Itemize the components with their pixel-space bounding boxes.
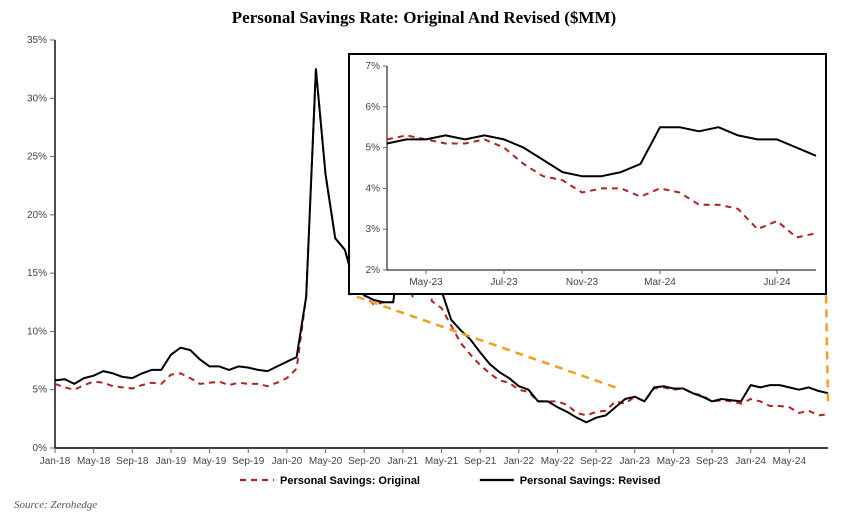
svg-text:5%: 5%: [366, 143, 381, 154]
source-text: Source: Zerohedge: [14, 499, 97, 511]
svg-text:Jul-24: Jul-24: [763, 277, 791, 288]
svg-text:May-23: May-23: [409, 277, 443, 288]
svg-text:May-19: May-19: [193, 456, 227, 467]
svg-text:4%: 4%: [366, 183, 381, 194]
svg-text:May-21: May-21: [425, 456, 459, 467]
svg-text:May-24: May-24: [773, 456, 807, 467]
svg-text:Personal Savings: Original: Personal Savings: Original: [280, 475, 420, 487]
svg-text:Jan-21: Jan-21: [388, 456, 419, 467]
svg-text:May-20: May-20: [309, 456, 343, 467]
svg-text:Jul-23: Jul-23: [490, 277, 518, 288]
svg-text:2%: 2%: [366, 265, 381, 276]
svg-text:10%: 10%: [27, 326, 47, 337]
svg-text:35%: 35%: [27, 35, 47, 46]
svg-text:0%: 0%: [33, 443, 48, 454]
svg-text:Jan-24: Jan-24: [735, 456, 766, 467]
svg-text:Jan-19: Jan-19: [156, 456, 187, 467]
svg-text:May-18: May-18: [77, 456, 111, 467]
svg-text:Sep-23: Sep-23: [696, 456, 729, 467]
svg-text:Sep-19: Sep-19: [232, 456, 265, 467]
svg-text:30%: 30%: [27, 93, 47, 104]
svg-text:Nov-23: Nov-23: [566, 277, 599, 288]
svg-text:5%: 5%: [33, 385, 48, 396]
chart-svg: 0% 5% 10% 15% 20% 25% 30% 35% Jan-18 May-18 Sep-18…: [0, 0, 848, 517]
svg-text:20%: 20%: [27, 210, 47, 221]
svg-text:7%: 7%: [366, 61, 381, 72]
svg-text:Personal Savings: Revised: Personal Savings: Revised: [520, 475, 661, 487]
svg-text:Jan-22: Jan-22: [504, 456, 535, 467]
svg-text:Sep-22: Sep-22: [580, 456, 613, 467]
svg-text:Sep-20: Sep-20: [348, 456, 381, 467]
svg-text:Mar-24: Mar-24: [644, 277, 676, 288]
svg-text:6%: 6%: [366, 102, 381, 113]
svg-text:Sep-18: Sep-18: [116, 456, 149, 467]
svg-text:25%: 25%: [27, 152, 47, 163]
svg-text:May-23: May-23: [657, 456, 691, 467]
svg-text:3%: 3%: [366, 224, 381, 235]
svg-text:15%: 15%: [27, 268, 47, 279]
svg-text:Sep-21: Sep-21: [464, 456, 497, 467]
svg-text:Jan-20: Jan-20: [272, 456, 303, 467]
svg-text:Jan-23: Jan-23: [619, 456, 650, 467]
svg-text:Jan-18: Jan-18: [40, 456, 71, 467]
svg-text:May-22: May-22: [541, 456, 575, 467]
